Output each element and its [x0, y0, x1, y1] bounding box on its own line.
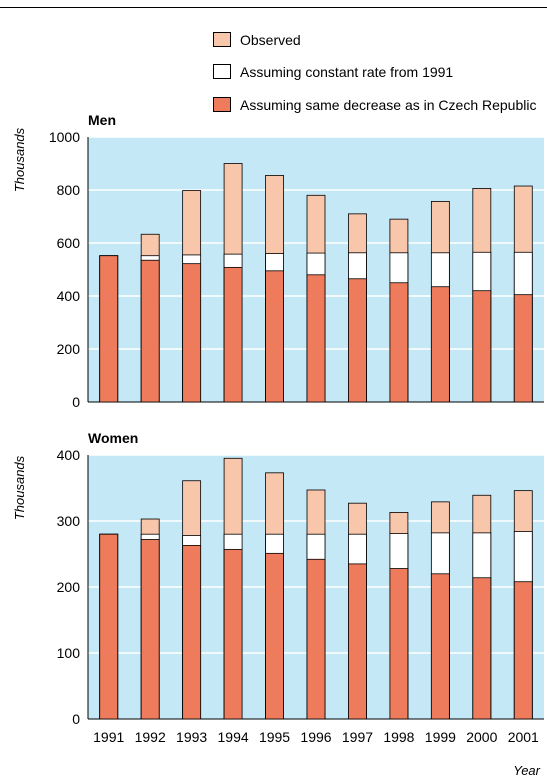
- women-bar-czech-1991: [99, 533, 119, 720]
- men-bar-czech-1992: [140, 259, 160, 403]
- women-xtick-1999: 1999: [425, 729, 456, 745]
- women-ytick-400: 400: [57, 447, 81, 463]
- men-ytick-400: 400: [57, 288, 81, 304]
- women-bar-czech-1993: [182, 545, 202, 720]
- women-xtick-1992: 1992: [135, 729, 166, 745]
- women-bar-czech-1995: [265, 552, 284, 720]
- women-bar-czech-2001: [513, 581, 533, 720]
- legend-label-observed: Observed: [240, 32, 301, 48]
- women-ytick-300: 300: [57, 513, 81, 529]
- men-ytick-200: 200: [57, 341, 81, 357]
- women-xtick-2000: 2000: [466, 729, 497, 745]
- women-ytick-100: 100: [57, 645, 81, 661]
- women-bar-czech-2000: [472, 577, 492, 720]
- women-bar-czech-1994: [223, 548, 243, 720]
- men-ylabel: Thousands: [12, 127, 27, 192]
- men-bar-czech-1991: [99, 255, 119, 403]
- legend-label-constant: Assuming constant rate from 1991: [240, 64, 454, 80]
- men-bar-czech-1995: [265, 270, 284, 403]
- women-ytick-200: 200: [57, 579, 81, 595]
- women-ytick-0: 0: [72, 711, 80, 727]
- men-bar-czech-1996: [306, 274, 326, 403]
- women-bar-czech-1997: [348, 563, 367, 720]
- men-bar-czech-2000: [472, 290, 492, 403]
- women-bar-czech-1998: [389, 568, 409, 720]
- women-panel-title: Women: [88, 430, 138, 446]
- women-xtick-1991: 1991: [93, 729, 124, 745]
- men-ytick-600: 600: [57, 235, 81, 251]
- women-xlabel: Year: [513, 763, 540, 778]
- men-bar-czech-1994: [223, 266, 243, 403]
- men-bar-czech-1998: [389, 282, 409, 403]
- legend-label-czech: Assuming same decrease as in Czech Repub…: [240, 97, 537, 113]
- legend-swatch-constant: [213, 64, 231, 79]
- women-ylabel: Thousands: [12, 455, 27, 520]
- men-bar-czech-1997: [348, 278, 367, 403]
- women-xtick-1994: 1994: [218, 729, 249, 745]
- men-ytick-0: 0: [72, 394, 80, 410]
- men-panel-title: Men: [88, 112, 116, 128]
- men-bar-czech-1993: [182, 263, 202, 403]
- women-xtick-1997: 1997: [342, 729, 373, 745]
- women-bar-czech-1996: [306, 558, 326, 720]
- women-xtick-2001: 2001: [508, 729, 539, 745]
- women-xtick-1993: 1993: [176, 729, 207, 745]
- men-bar-czech-1999: [430, 286, 450, 403]
- men-bar-czech-2001: [513, 294, 533, 403]
- legend-swatch-observed: [213, 32, 231, 47]
- men-ytick-1000: 1000: [49, 129, 80, 145]
- women-xtick-1996: 1996: [300, 729, 331, 745]
- legend-swatch-czech: [213, 97, 231, 112]
- top-rule: [0, 7, 547, 8]
- men-ytick-800: 800: [57, 182, 81, 198]
- women-bar-czech-1999: [430, 573, 450, 720]
- women-xtick-1995: 1995: [259, 729, 290, 745]
- women-bar-czech-1992: [140, 539, 160, 720]
- women-xtick-1998: 1998: [383, 729, 414, 745]
